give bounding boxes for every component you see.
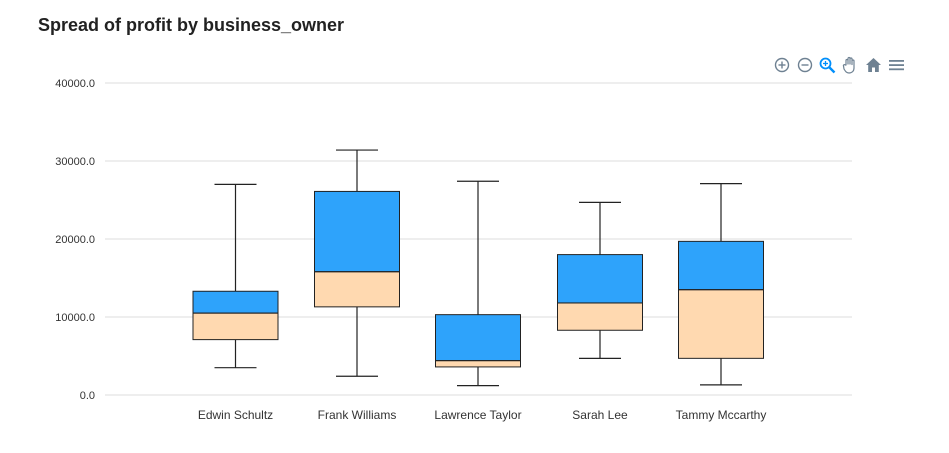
y-tick-label: 20000.0	[55, 234, 95, 246]
y-tick-label: 30000.0	[55, 156, 95, 168]
x-tick-label: Tammy Mccarthy	[676, 408, 767, 422]
x-tick-label: Edwin Schultz	[198, 408, 273, 422]
y-tick-label: 40000.0	[55, 78, 95, 90]
chart-toolbar	[772, 54, 906, 76]
upper-box	[435, 314, 521, 362]
zoom-in-icon[interactable]	[772, 55, 791, 75]
y-tick-label: 0.0	[80, 390, 95, 402]
x-tick-label: Frank Williams	[318, 408, 397, 422]
zoom-out-icon[interactable]	[795, 55, 814, 75]
upper-box	[314, 190, 400, 273]
x-tick-label: Lawrence Taylor	[434, 408, 521, 422]
lower-box	[192, 312, 279, 341]
home-icon[interactable]	[864, 55, 883, 75]
y-tick-label: 10000.0	[55, 312, 95, 324]
upper-box	[557, 254, 643, 304]
lower-box	[314, 271, 400, 308]
selection-zoom-icon[interactable]	[818, 55, 837, 75]
lower-box	[557, 302, 643, 331]
x-tick-label: Sarah Lee	[572, 408, 628, 422]
chart-title: Spread of profit by business_owner	[38, 15, 345, 35]
upper-box	[678, 240, 764, 291]
pan-icon[interactable]	[841, 55, 860, 75]
lower-box	[678, 289, 764, 359]
upper-box	[192, 290, 279, 314]
menu-icon[interactable]	[887, 55, 906, 75]
lower-box	[435, 360, 521, 368]
